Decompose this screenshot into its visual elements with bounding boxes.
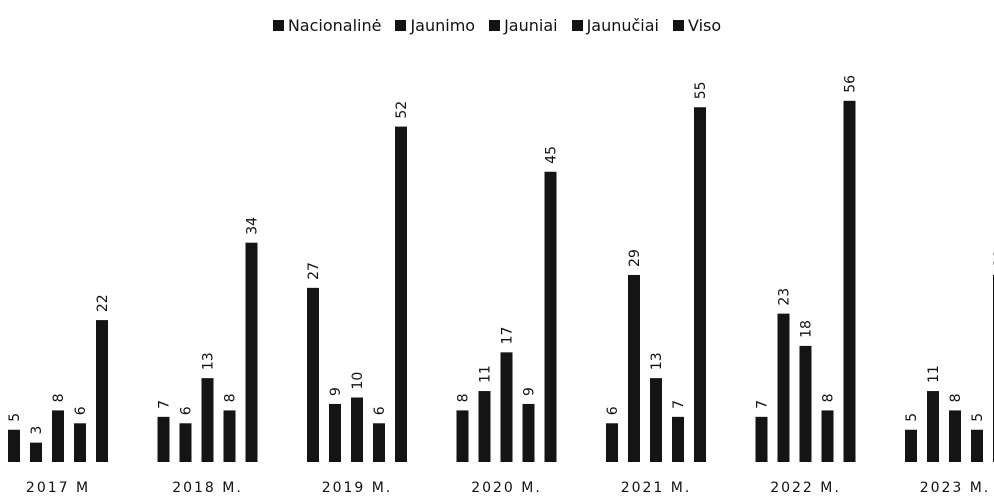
bar <box>157 416 170 462</box>
value-label: 8 <box>51 393 67 402</box>
value-label: 29 <box>992 249 994 267</box>
legend-label: Viso <box>688 16 722 35</box>
legend-item: Jauniai <box>489 16 558 35</box>
bar <box>500 352 513 462</box>
bar <box>30 442 42 462</box>
legend-swatch <box>272 20 284 31</box>
legend-item: Viso <box>673 16 721 35</box>
legend-label: Jaunučiai <box>586 16 659 35</box>
value-label: 7 <box>671 400 687 409</box>
legend-label: Jauniai <box>504 16 558 35</box>
bar <box>755 416 768 462</box>
bar <box>307 287 319 462</box>
x-tick-label: 2017 M <box>26 480 90 496</box>
value-label: 52 <box>394 101 410 119</box>
value-label: 6 <box>73 406 89 415</box>
bar <box>843 100 856 463</box>
value-label: 8 <box>948 393 964 402</box>
legend-item: Nacionalinė <box>272 16 382 35</box>
value-label: 3 <box>29 426 45 435</box>
value-label: 9 <box>328 387 344 396</box>
bar <box>201 378 214 462</box>
x-tick-label: 2020 M. <box>471 480 542 496</box>
value-label: 9 <box>522 387 538 396</box>
x-tick-label: 2019 M. <box>322 480 393 496</box>
value-label: 13 <box>201 352 217 370</box>
value-label: 8 <box>821 393 837 402</box>
bar <box>52 410 64 462</box>
bar <box>799 345 812 462</box>
value-label: 55 <box>693 81 709 99</box>
value-label: 7 <box>755 400 771 409</box>
bar <box>694 107 706 462</box>
bar <box>223 410 236 462</box>
value-label: 34 <box>245 217 261 235</box>
value-label: 22 <box>95 294 111 312</box>
legend-swatch <box>489 20 501 31</box>
value-label: 27 <box>306 262 322 280</box>
legend-swatch <box>571 20 583 31</box>
x-tick-label: 2018 M. <box>172 480 243 496</box>
value-label: 7 <box>157 400 173 409</box>
legend-swatch <box>673 20 684 31</box>
x-tick-label: 2023 M. <box>920 480 991 496</box>
bar <box>395 126 407 462</box>
legend-swatch <box>395 20 407 31</box>
bar <box>373 423 385 462</box>
value-label: 6 <box>605 406 621 415</box>
bar <box>927 391 939 462</box>
legend-label: Jaunimo <box>410 16 476 35</box>
bar <box>628 274 640 462</box>
value-label: 56 <box>843 75 859 93</box>
value-label: 29 <box>627 249 643 267</box>
legend-label: Nacionalinė <box>287 16 382 35</box>
value-label: 11 <box>478 365 494 383</box>
bar <box>245 242 258 462</box>
bar <box>8 429 20 462</box>
bar <box>971 429 983 462</box>
bar <box>672 416 684 462</box>
value-label: 5 <box>7 413 23 422</box>
value-label: 6 <box>372 406 388 415</box>
bar <box>478 391 491 462</box>
x-tick-label: 2022 M. <box>770 480 841 496</box>
legend-item: Jaunimo <box>395 16 475 35</box>
value-label: 18 <box>799 320 815 338</box>
value-label: 17 <box>500 327 516 345</box>
bar <box>905 429 917 462</box>
bar <box>74 423 86 462</box>
bar <box>179 423 192 462</box>
value-label: 11 <box>926 365 942 383</box>
value-label: 45 <box>544 146 560 164</box>
legend-item: Jaunučiai <box>571 16 659 35</box>
value-label: 13 <box>649 352 665 370</box>
bar <box>456 410 469 462</box>
x-tick-label: 2021 M. <box>621 480 692 496</box>
value-label: 23 <box>777 288 793 306</box>
bar <box>949 410 961 462</box>
bar <box>329 403 341 462</box>
bar <box>606 423 618 462</box>
value-label: 10 <box>350 372 366 390</box>
legend: Nacionalinė Jaunimo Jauniai Jaunučiai Viso <box>0 16 994 35</box>
bar <box>777 313 790 462</box>
bar <box>544 171 557 462</box>
value-label: 5 <box>904 413 920 422</box>
bar <box>650 378 662 462</box>
value-label: 8 <box>456 393 472 402</box>
bar <box>821 410 834 462</box>
value-label: 6 <box>179 406 195 415</box>
value-label: 5 <box>970 413 986 422</box>
value-label: 8 <box>223 393 239 402</box>
bar <box>96 320 108 462</box>
bar <box>522 403 535 462</box>
bar <box>351 397 363 462</box>
